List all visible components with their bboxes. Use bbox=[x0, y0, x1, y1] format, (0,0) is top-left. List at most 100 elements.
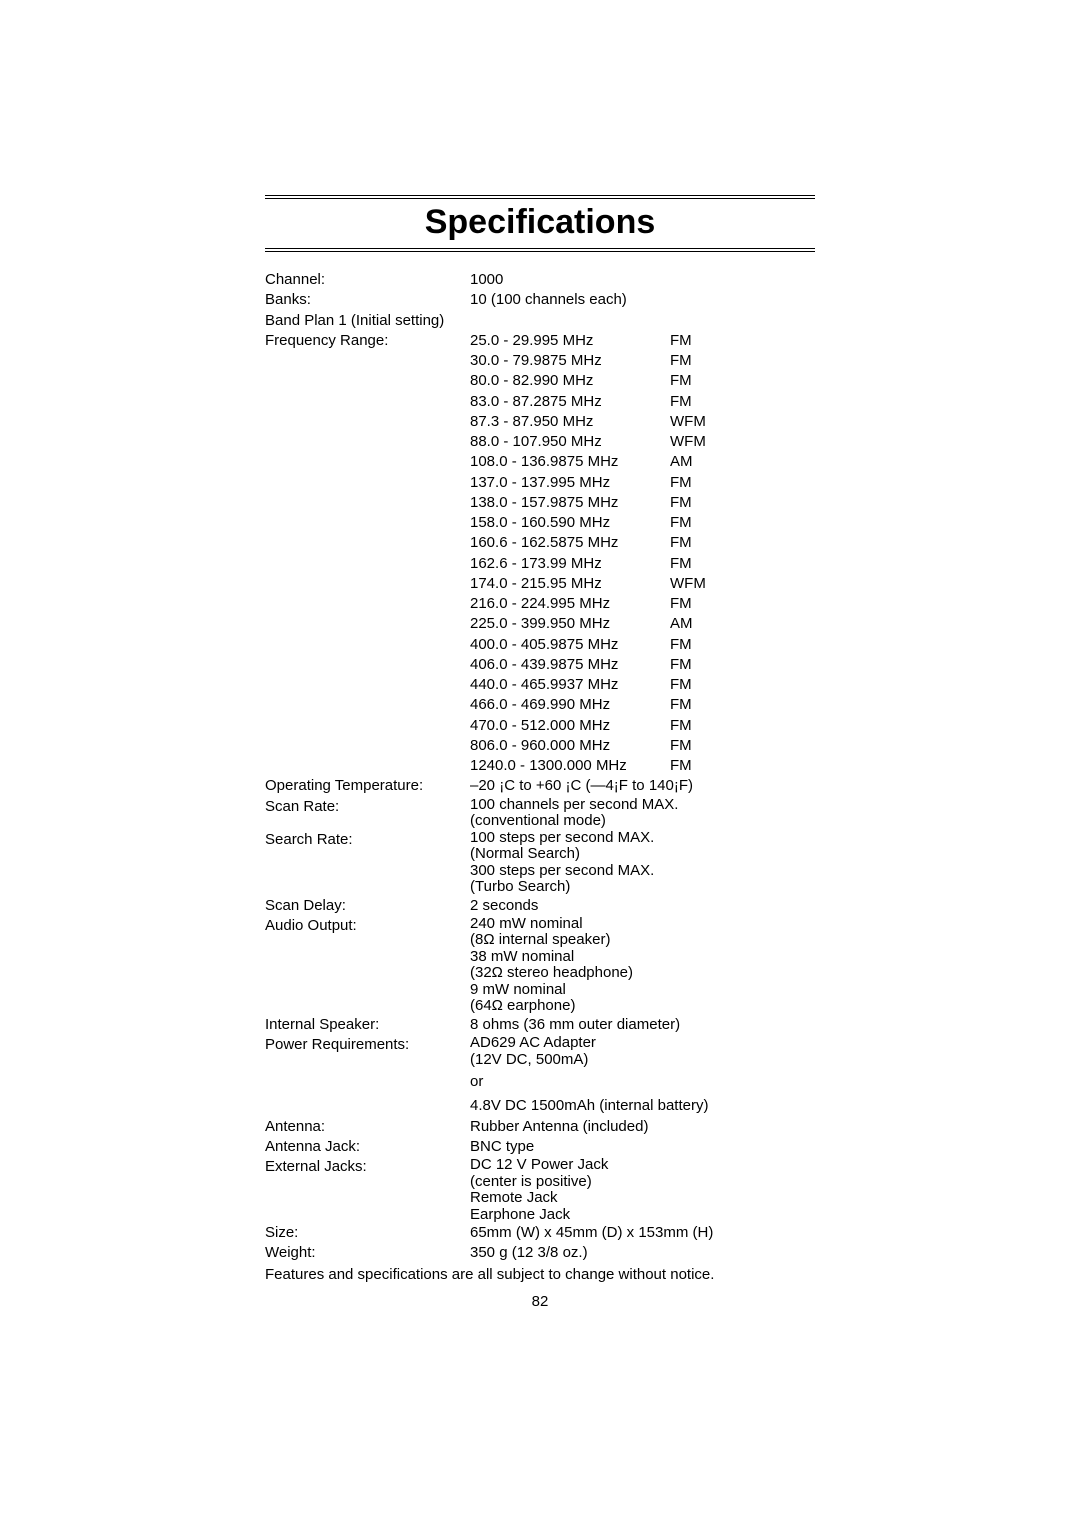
scan-rate-label: Scan Rate: bbox=[265, 797, 470, 830]
freq-range: 466.0 - 469.990 MHz bbox=[470, 695, 670, 715]
freq-value: 162.6 - 173.99 MHzFM bbox=[470, 554, 815, 574]
spec-op-temp: Operating Temperature: –20 ¡C to +60 ¡C … bbox=[265, 776, 815, 796]
freq-value: 137.0 - 137.995 MHzFM bbox=[470, 473, 815, 493]
power-req-label: Power Requirements: bbox=[265, 1035, 470, 1068]
size-label: Size: bbox=[265, 1223, 470, 1243]
freq-label bbox=[265, 432, 470, 452]
freq-value: 216.0 - 224.995 MHzFM bbox=[470, 594, 815, 614]
freq-label bbox=[265, 635, 470, 655]
bandplan-label: Band Plan 1 (Initial setting) bbox=[265, 311, 444, 331]
freq-row: 158.0 - 160.590 MHzFM bbox=[265, 513, 815, 533]
freq-value: 440.0 - 465.9937 MHzFM bbox=[470, 675, 815, 695]
spec-banks: Banks: 10 (100 channels each) bbox=[265, 290, 815, 310]
page-content: Specifications Channel: 1000 Banks: 10 (… bbox=[0, 0, 1080, 1283]
freq-range: 1240.0 - 1300.000 MHz bbox=[470, 756, 670, 776]
freq-label bbox=[265, 392, 470, 412]
freq-range: 160.6 - 162.5875 MHz bbox=[470, 533, 670, 553]
title-rule-box: Specifications bbox=[265, 195, 815, 252]
footer-note: Features and specifications are all subj… bbox=[265, 1266, 815, 1283]
freq-value: 160.6 - 162.5875 MHzFM bbox=[470, 533, 815, 553]
freq-row: 225.0 - 399.950 MHzAM bbox=[265, 614, 815, 634]
antenna-label: Antenna: bbox=[265, 1117, 470, 1137]
freq-label bbox=[265, 493, 470, 513]
freq-mode: FM bbox=[670, 493, 815, 513]
freq-mode: FM bbox=[670, 695, 815, 715]
spec-audio-output: Audio Output: 240 mW nominal (8Ω interna… bbox=[265, 916, 815, 1015]
freq-label bbox=[265, 736, 470, 756]
audio-output-value: 240 mW nominal (8Ω internal speaker) 38 … bbox=[470, 916, 815, 1015]
freq-range: 83.0 - 87.2875 MHz bbox=[470, 392, 670, 412]
freq-label bbox=[265, 716, 470, 736]
freq-value: 158.0 - 160.590 MHzFM bbox=[470, 513, 815, 533]
freq-mode: FM bbox=[670, 371, 815, 391]
search-rate-value: 100 steps per second MAX. (Normal Search… bbox=[470, 830, 815, 896]
page-title: Specifications bbox=[265, 203, 815, 242]
freq-row: 88.0 - 107.950 MHzWFM bbox=[265, 432, 815, 452]
spec-power-alt: 4.8V DC 1500mAh (internal battery) bbox=[265, 1096, 815, 1116]
internal-speaker-value: 8 ohms (36 mm outer diameter) bbox=[470, 1015, 815, 1035]
size-value: 65mm (W) x 45mm (D) x 153mm (H) bbox=[470, 1223, 815, 1243]
freq-row: 108.0 - 136.9875 MHzAM bbox=[265, 452, 815, 472]
freq-mode: FM bbox=[670, 675, 815, 695]
power-or-value: or bbox=[470, 1068, 815, 1096]
freq-value: 138.0 - 157.9875 MHzFM bbox=[470, 493, 815, 513]
freq-row: 216.0 - 224.995 MHzFM bbox=[265, 594, 815, 614]
freq-mode: FM bbox=[670, 655, 815, 675]
freq-range: 158.0 - 160.590 MHz bbox=[470, 513, 670, 533]
internal-speaker-label: Internal Speaker: bbox=[265, 1015, 470, 1035]
freq-mode: WFM bbox=[670, 412, 815, 432]
power-alt-spacer bbox=[265, 1096, 470, 1116]
freq-value: 83.0 - 87.2875 MHzFM bbox=[470, 392, 815, 412]
channel-label: Channel: bbox=[265, 270, 470, 290]
freq-value: 400.0 - 405.9875 MHzFM bbox=[470, 635, 815, 655]
freq-range: 25.0 - 29.995 MHz bbox=[470, 331, 670, 351]
freq-mode: AM bbox=[670, 614, 815, 634]
freq-label bbox=[265, 473, 470, 493]
freq-value: 88.0 - 107.950 MHzWFM bbox=[470, 432, 815, 452]
freq-range: 440.0 - 465.9937 MHz bbox=[470, 675, 670, 695]
freq-row: 406.0 - 439.9875 MHzFM bbox=[265, 655, 815, 675]
freq-value: 108.0 - 136.9875 MHzAM bbox=[470, 452, 815, 472]
weight-value: 350 g (12 3/8 oz.) bbox=[470, 1243, 815, 1263]
freq-mode: FM bbox=[670, 756, 815, 776]
freq-range: 137.0 - 137.995 MHz bbox=[470, 473, 670, 493]
freq-value: 470.0 - 512.000 MHzFM bbox=[470, 716, 815, 736]
freq-label bbox=[265, 695, 470, 715]
freq-row: 138.0 - 157.9875 MHzFM bbox=[265, 493, 815, 513]
banks-value: 10 (100 channels each) bbox=[470, 290, 815, 310]
spec-antenna: Antenna: Rubber Antenna (included) bbox=[265, 1117, 815, 1137]
power-or-spacer bbox=[265, 1068, 470, 1096]
freq-value: 25.0 - 29.995 MHzFM bbox=[470, 331, 815, 351]
freq-range: 225.0 - 399.950 MHz bbox=[470, 614, 670, 634]
spec-scan-delay: Scan Delay: 2 seconds bbox=[265, 896, 815, 916]
antenna-jack-value: BNC type bbox=[470, 1137, 815, 1157]
freq-range: 88.0 - 107.950 MHz bbox=[470, 432, 670, 452]
power-alt-value: 4.8V DC 1500mAh (internal battery) bbox=[470, 1096, 815, 1116]
freq-mode: WFM bbox=[670, 432, 815, 452]
freq-row: 1240.0 - 1300.000 MHzFM bbox=[265, 756, 815, 776]
freq-value: 225.0 - 399.950 MHzAM bbox=[470, 614, 815, 634]
freq-label: Frequency Range: bbox=[265, 331, 470, 351]
freq-range: 138.0 - 157.9875 MHz bbox=[470, 493, 670, 513]
freq-row: 400.0 - 405.9875 MHzFM bbox=[265, 635, 815, 655]
freq-range: 87.3 - 87.950 MHz bbox=[470, 412, 670, 432]
freq-value: 80.0 - 82.990 MHzFM bbox=[470, 371, 815, 391]
freq-row: 806.0 - 960.000 MHzFM bbox=[265, 736, 815, 756]
freq-row: 80.0 - 82.990 MHzFM bbox=[265, 371, 815, 391]
freq-row: 470.0 - 512.000 MHzFM bbox=[265, 716, 815, 736]
freq-row: 87.3 - 87.950 MHzWFM bbox=[265, 412, 815, 432]
spec-scan-rate: Scan Rate: 100 channels per second MAX. … bbox=[265, 797, 815, 830]
freq-row: 162.6 - 173.99 MHzFM bbox=[265, 554, 815, 574]
freq-mode: FM bbox=[670, 554, 815, 574]
freq-value: 466.0 - 469.990 MHzFM bbox=[470, 695, 815, 715]
freq-range: 30.0 - 79.9875 MHz bbox=[470, 351, 670, 371]
search-rate-label: Search Rate: bbox=[265, 830, 470, 896]
freq-range: 806.0 - 960.000 MHz bbox=[470, 736, 670, 756]
page-number: 82 bbox=[0, 1293, 1080, 1310]
freq-row: 160.6 - 162.5875 MHzFM bbox=[265, 533, 815, 553]
freq-value: 30.0 - 79.9875 MHzFM bbox=[470, 351, 815, 371]
freq-label bbox=[265, 452, 470, 472]
freq-range: 406.0 - 439.9875 MHz bbox=[470, 655, 670, 675]
freq-range: 216.0 - 224.995 MHz bbox=[470, 594, 670, 614]
freq-value: 87.3 - 87.950 MHzWFM bbox=[470, 412, 815, 432]
